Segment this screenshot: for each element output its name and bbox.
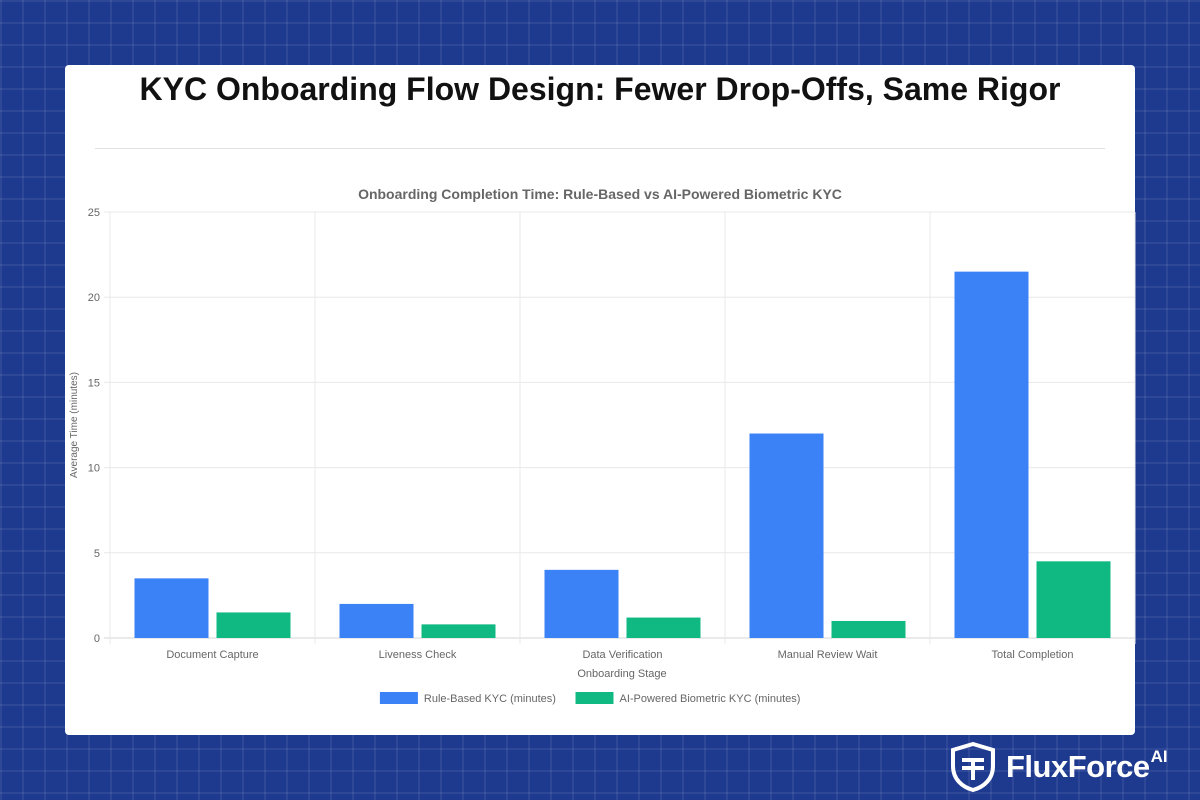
bar-rule-based	[954, 271, 1029, 638]
title-divider	[95, 148, 1105, 149]
shield-icon	[951, 742, 995, 792]
y-tick-label: 25	[88, 207, 100, 219]
x-tick-label: Total Completion	[992, 649, 1074, 661]
x-tick-label: Manual Review Wait	[778, 649, 878, 661]
x-tick-label: Document Capture	[166, 649, 258, 661]
legend-swatch	[575, 692, 614, 704]
x-axis-label: Onboarding Stage	[577, 668, 666, 680]
page-title: KYC Onboarding Flow Design: Fewer Drop-O…	[139, 71, 1061, 107]
bar-ai-powered	[216, 612, 291, 638]
bar-rule-based	[749, 433, 824, 638]
chart-title: Onboarding Completion Time: Rule-Based v…	[358, 186, 842, 202]
brand-logo: FluxForce AI	[950, 742, 1168, 792]
legend-label: AI-Powered Biometric KYC (minutes)	[620, 693, 801, 705]
x-tick-label: Liveness Check	[379, 649, 457, 661]
brand-suffix: AI	[1150, 747, 1168, 766]
x-tick-label: Data Verification	[582, 649, 662, 661]
legend-swatch	[379, 692, 418, 704]
y-tick-label: 5	[94, 548, 100, 560]
y-axis-label: Average Time (minutes)	[69, 372, 80, 478]
bar-ai-powered	[421, 624, 496, 638]
brand-name: FluxForce	[1006, 749, 1150, 784]
y-tick-label: 15	[88, 377, 100, 389]
bar-rule-based	[339, 603, 414, 638]
y-tick-label: 10	[88, 463, 100, 475]
legend-label: Rule-Based KYC (minutes)	[424, 693, 556, 705]
y-tick-label: 0	[94, 633, 100, 645]
bar-rule-based	[134, 578, 209, 638]
bar-rule-based	[544, 569, 619, 638]
chart-legend: Rule-Based KYC (minutes) AI-Powered Biome…	[379, 692, 801, 705]
y-tick-label: 20	[88, 292, 100, 304]
bar-ai-powered	[626, 617, 701, 638]
bar-ai-powered	[831, 620, 906, 638]
bar-ai-powered	[1036, 561, 1111, 638]
